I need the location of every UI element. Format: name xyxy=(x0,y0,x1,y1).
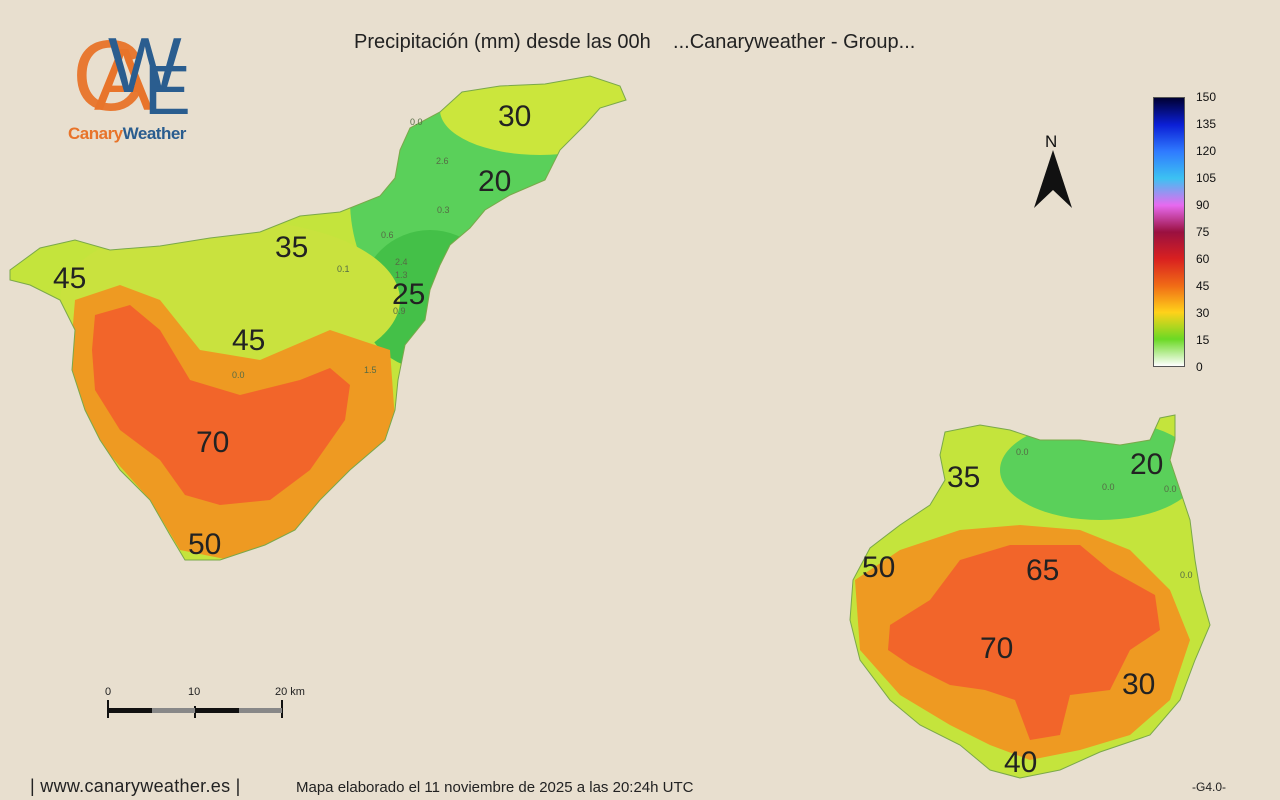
contour-label: 40 xyxy=(1004,746,1037,779)
version-label: -G4.0- xyxy=(1192,780,1227,794)
legend-tick-label: 150 xyxy=(1196,90,1217,104)
legend-tick-label: 105 xyxy=(1196,171,1217,185)
contour-label: 45 xyxy=(53,262,86,295)
svg-text:C: C xyxy=(72,20,144,124)
scale-label-10: 10 xyxy=(188,686,201,698)
scale-label-0: 0 xyxy=(105,686,112,698)
station-value: 0.0 xyxy=(1102,482,1115,492)
north-label: N xyxy=(1045,132,1058,151)
contour-label: 50 xyxy=(188,528,221,561)
legend-tick-label: 30 xyxy=(1196,306,1210,320)
legend-tick-label: 120 xyxy=(1196,144,1217,158)
station-value: 0.0 xyxy=(1180,570,1193,580)
station-value: 1.5 xyxy=(364,365,377,375)
scale-bar: 0 10 20 km xyxy=(100,686,320,726)
legend-tick-label: 90 xyxy=(1196,198,1210,212)
contour-label: 65 xyxy=(1026,554,1059,587)
contour-label: 35 xyxy=(275,231,308,264)
precipitation-legend: 150 135 120 105 90 75 60 45 30 15 0 xyxy=(1150,90,1230,374)
north-arrow-icon xyxy=(1034,150,1072,208)
logo-text: CanaryWeather xyxy=(68,124,186,144)
legend-tick-label: 135 xyxy=(1196,117,1217,131)
logo-text-weather: Weather xyxy=(122,124,187,143)
map-timestamp: Mapa elaborado el 11 noviembre de 2025 a… xyxy=(296,779,694,796)
logo-text-canary: Canary xyxy=(68,124,123,143)
canaryweather-logo: C A W E CanaryWeather xyxy=(66,14,196,146)
contour-label: 70 xyxy=(196,426,229,459)
contour-label: 20 xyxy=(478,165,511,198)
contour-label: 45 xyxy=(232,324,265,357)
gran-canaria-outline xyxy=(849,414,1211,779)
site-link[interactable]: | www.canaryweather.es | xyxy=(30,776,241,796)
contour-label: 20 xyxy=(1130,448,1163,481)
svg-text:A: A xyxy=(94,30,153,124)
contour-label: 70 xyxy=(980,632,1013,665)
station-value: 1.3 xyxy=(395,270,408,280)
scale-label-20: 20 km xyxy=(275,686,305,698)
logo-mark-icon: C A W E xyxy=(72,20,191,132)
legend-tick-label: 75 xyxy=(1196,225,1210,239)
station-value: 0.9 xyxy=(393,306,406,316)
station-value: 0.6 xyxy=(381,230,394,240)
station-value: 2.6 xyxy=(436,156,449,166)
svg-text:W: W xyxy=(108,21,182,109)
legend-tick-label: 0 xyxy=(1196,360,1203,374)
station-value: 0.3 xyxy=(437,205,450,215)
station-values: 0.0 2.6 0.3 0.6 1.3 2.4 0.9 1.5 0.1 0.0 … xyxy=(232,117,1193,580)
legend-color-bar xyxy=(1153,97,1185,367)
legend-tick-label: 45 xyxy=(1196,279,1210,293)
station-value: 2.4 xyxy=(395,257,408,267)
svg-text:E: E xyxy=(144,51,191,124)
contour-label: 25 xyxy=(392,278,425,311)
legend-tick-label: 15 xyxy=(1196,333,1210,347)
contour-label: 35 xyxy=(947,461,980,494)
contour-label: 30 xyxy=(498,100,531,133)
contour-label: 50 xyxy=(862,551,895,584)
tenerife-outline xyxy=(9,75,627,561)
station-value: 0.1 xyxy=(337,264,350,274)
station-value: 0.0 xyxy=(232,370,245,380)
station-value: 0.0 xyxy=(1016,447,1029,457)
station-value: 0.0 xyxy=(1164,484,1177,494)
legend-tick-label: 60 xyxy=(1196,252,1210,266)
contour-label: 30 xyxy=(1122,668,1155,701)
station-value: 0.0 xyxy=(410,117,423,127)
scale-bar-graphic xyxy=(107,700,283,718)
map-title: Precipitación (mm) desde las 00h ...Cana… xyxy=(354,31,916,53)
